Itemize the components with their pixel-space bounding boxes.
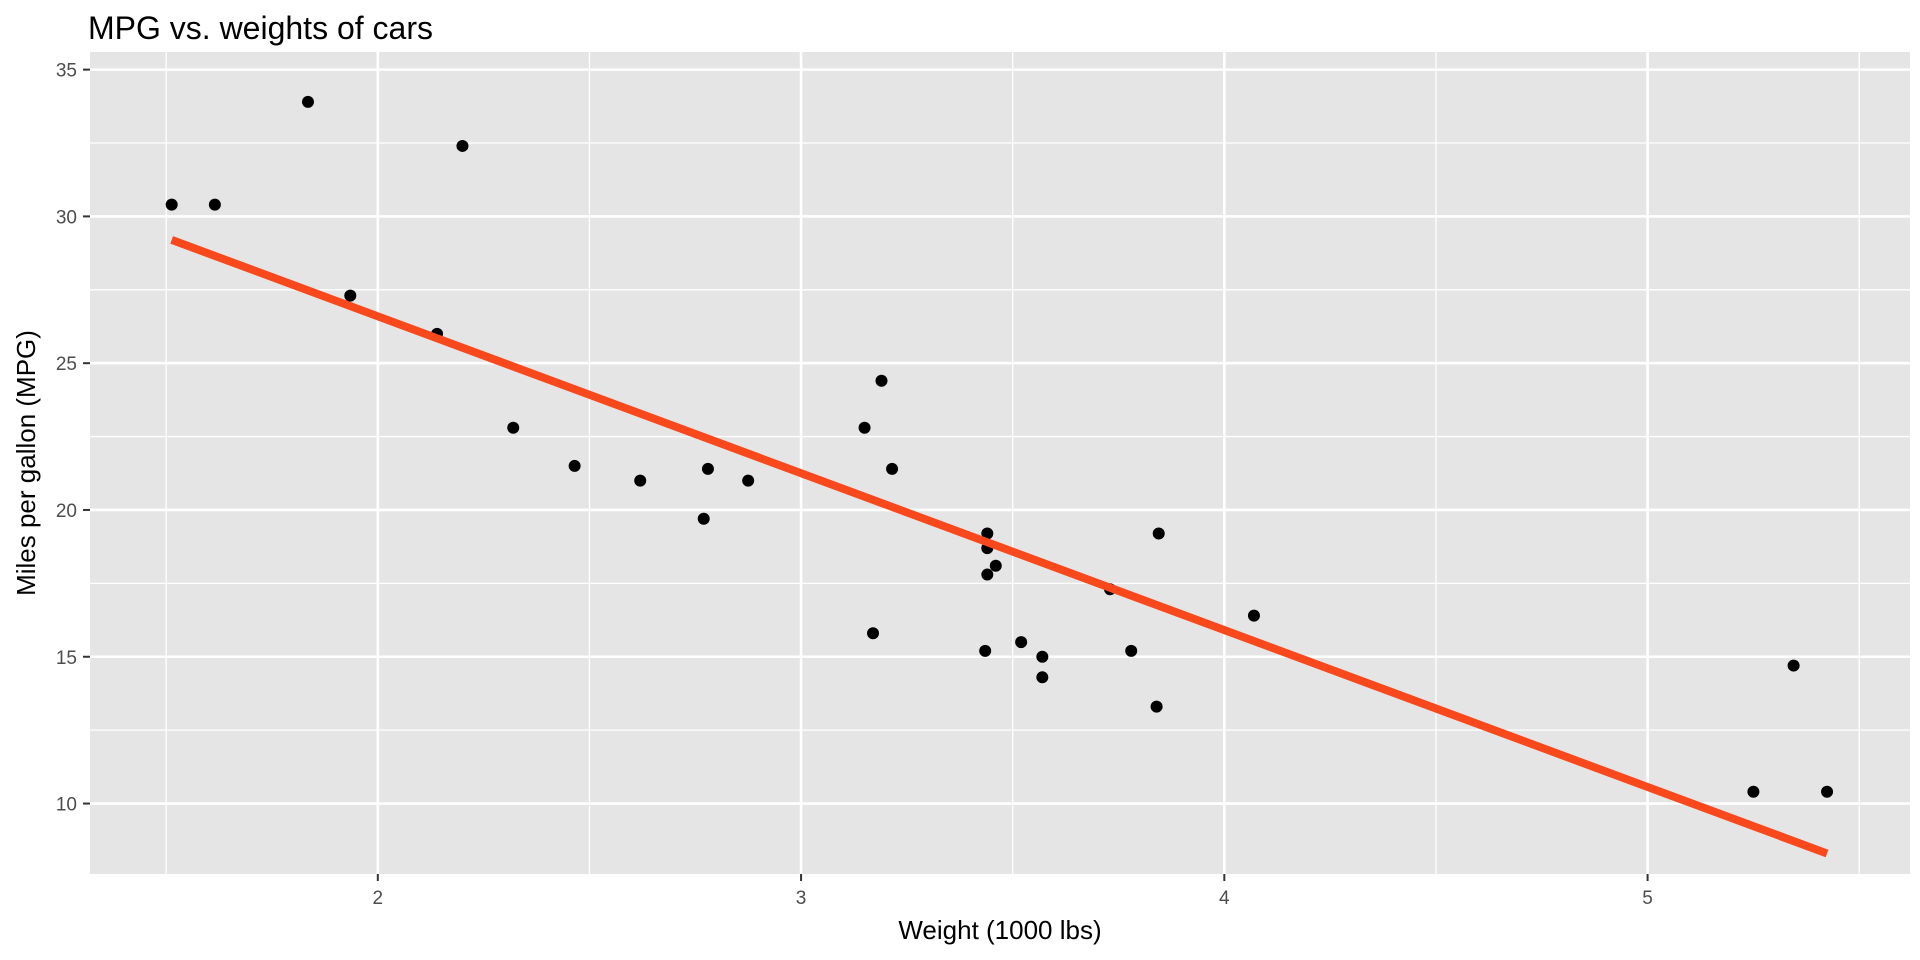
data-point (456, 139, 469, 152)
data-point (507, 421, 520, 434)
x-tick-label: 3 (796, 888, 807, 909)
data-point (165, 198, 178, 211)
y-tick-label: 35 (56, 61, 77, 82)
data-point (1747, 785, 1760, 798)
x-tick-label: 5 (1642, 888, 1653, 909)
y-axis-ticks: 10 15 20 25 30 35 (56, 61, 90, 816)
data-point (1150, 700, 1163, 713)
x-axis-ticks: 2 3 4 5 (373, 874, 1653, 909)
data-point (634, 474, 647, 487)
data-point (701, 462, 714, 475)
grid-major-y (90, 68, 1910, 805)
y-tick-label: 20 (56, 501, 77, 522)
y-axis-title: Miles per gallon (MPG) (11, 330, 41, 596)
data-point (1247, 609, 1260, 622)
y-tick-label: 10 (56, 795, 77, 816)
regression-line (170, 236, 1829, 858)
x-tick-label: 4 (1219, 888, 1230, 909)
data-point (1036, 671, 1049, 684)
data-point (979, 644, 992, 657)
data-point (697, 512, 710, 525)
x-tick-label: 2 (373, 888, 384, 909)
x-axis-title: Weight (1000 lbs) (898, 915, 1101, 945)
data-point (1821, 785, 1834, 798)
data-point (568, 459, 581, 472)
data-point (875, 374, 888, 387)
data-point (858, 421, 871, 434)
y-tick-label: 25 (56, 354, 77, 375)
chart-title: MPG vs. weights of cars (88, 10, 433, 46)
data-point (981, 568, 994, 581)
data-points (165, 95, 1834, 798)
plot-panel (90, 52, 1910, 874)
data-point (1125, 644, 1138, 657)
y-tick-label: 30 (56, 207, 77, 228)
data-point (1015, 636, 1028, 649)
data-point (1036, 650, 1049, 663)
y-tick-label: 15 (56, 648, 77, 669)
data-point (886, 462, 899, 475)
data-point (989, 559, 1002, 572)
data-point (981, 527, 994, 540)
data-point (344, 289, 357, 302)
data-point (1152, 527, 1165, 540)
data-point (742, 474, 755, 487)
grid-minor-x (165, 52, 1860, 874)
grid-major-x (376, 52, 1649, 874)
grid-minor-y (90, 142, 1910, 731)
data-point (1787, 659, 1800, 672)
data-point (867, 627, 880, 640)
data-point (208, 198, 221, 211)
data-point (301, 95, 314, 108)
